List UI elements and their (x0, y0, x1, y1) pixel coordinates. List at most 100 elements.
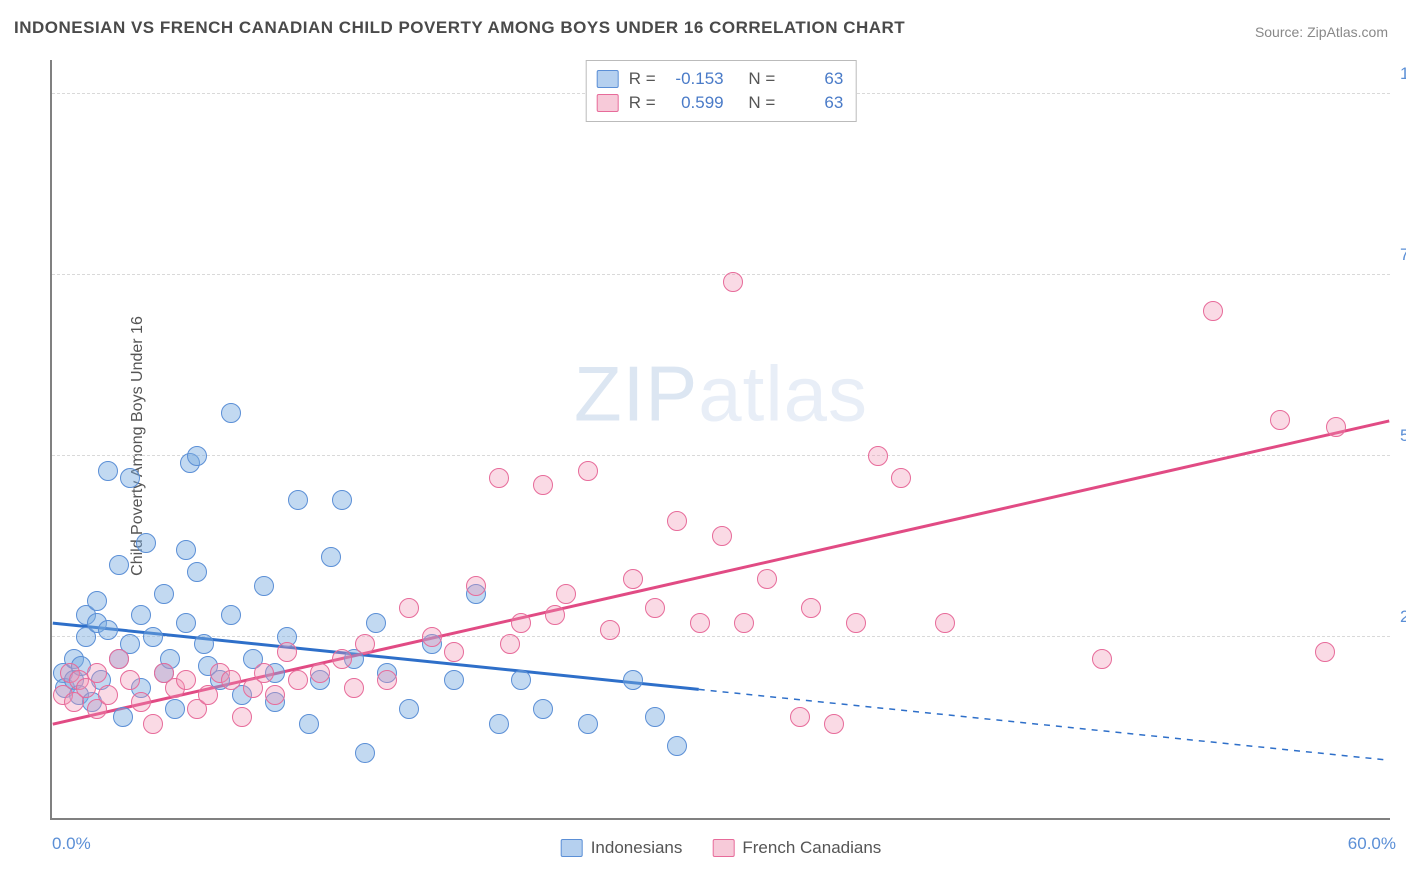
data-point (444, 670, 464, 690)
data-point (511, 613, 531, 633)
corr-row-french-canadians: R = 0.599 N = 63 (597, 91, 844, 115)
data-point (377, 670, 397, 690)
data-point (667, 736, 687, 756)
watermark: ZIPatlas (574, 348, 868, 439)
data-point (533, 699, 553, 719)
y-tick-label: 75.0% (1400, 245, 1406, 265)
data-point (500, 634, 520, 654)
y-tick-label: 50.0% (1400, 426, 1406, 446)
data-point (489, 468, 509, 488)
data-point (277, 642, 297, 662)
data-point (935, 613, 955, 633)
gridline (52, 636, 1390, 637)
data-point (868, 446, 888, 466)
data-point (757, 569, 777, 589)
data-point (109, 555, 129, 575)
data-point (366, 613, 386, 633)
data-point (98, 685, 118, 705)
correlation-legend: R = -0.153 N = 63 R = 0.599 N = 63 (586, 60, 857, 122)
data-point (1092, 649, 1112, 669)
data-point (143, 714, 163, 734)
x-tick-max: 60.0% (1348, 834, 1396, 854)
data-point (198, 685, 218, 705)
data-point (332, 649, 352, 669)
trend-lines (52, 60, 1390, 818)
swatch-icon (597, 94, 619, 112)
data-point (254, 663, 274, 683)
data-point (712, 526, 732, 546)
data-point (143, 627, 163, 647)
series-legend: Indonesians French Canadians (561, 838, 882, 858)
chart-title: INDONESIAN VS FRENCH CANADIAN CHILD POVE… (14, 18, 905, 38)
data-point (1315, 642, 1335, 662)
data-point (489, 714, 509, 734)
data-point (801, 598, 821, 618)
data-point (154, 584, 174, 604)
data-point (600, 620, 620, 640)
data-point (623, 670, 643, 690)
data-point (288, 670, 308, 690)
swatch-icon (561, 839, 583, 857)
data-point (332, 490, 352, 510)
data-point (667, 511, 687, 531)
data-point (176, 613, 196, 633)
data-point (533, 475, 553, 495)
data-point (355, 634, 375, 654)
data-point (265, 685, 285, 705)
data-point (690, 613, 710, 633)
data-point (98, 620, 118, 640)
data-point (109, 649, 129, 669)
data-point (891, 468, 911, 488)
data-point (846, 613, 866, 633)
data-point (176, 670, 196, 690)
data-point (645, 707, 665, 727)
data-point (399, 699, 419, 719)
legend-item-indonesians: Indonesians (561, 838, 683, 858)
data-point (355, 743, 375, 763)
data-point (1326, 417, 1346, 437)
data-point (98, 461, 118, 481)
data-point (734, 613, 754, 633)
data-point (321, 547, 341, 567)
data-point (131, 605, 151, 625)
gridline (52, 455, 1390, 456)
data-point (136, 533, 156, 553)
data-point (466, 576, 486, 596)
data-point (120, 468, 140, 488)
data-point (723, 272, 743, 292)
data-point (221, 605, 241, 625)
data-point (87, 591, 107, 611)
data-point (623, 569, 643, 589)
data-point (131, 692, 151, 712)
data-point (645, 598, 665, 618)
data-point (232, 707, 252, 727)
data-point (824, 714, 844, 734)
data-point (511, 670, 531, 690)
legend-item-french-canadians: French Canadians (712, 838, 881, 858)
data-point (187, 562, 207, 582)
source-label: Source: ZipAtlas.com (1255, 24, 1388, 40)
data-point (288, 490, 308, 510)
corr-row-indonesians: R = -0.153 N = 63 (597, 67, 844, 91)
swatch-icon (597, 70, 619, 88)
data-point (187, 446, 207, 466)
data-point (165, 699, 185, 719)
data-point (422, 627, 442, 647)
gridline (52, 274, 1390, 275)
data-point (399, 598, 419, 618)
plot-area: ZIPatlas R = -0.153 N = 63 R = 0.599 N =… (50, 60, 1390, 820)
data-point (1203, 301, 1223, 321)
y-tick-label: 25.0% (1400, 607, 1406, 627)
data-point (1270, 410, 1290, 430)
data-point (221, 670, 241, 690)
data-point (176, 540, 196, 560)
data-point (299, 714, 319, 734)
data-point (194, 634, 214, 654)
data-point (310, 663, 330, 683)
data-point (87, 663, 107, 683)
data-point (790, 707, 810, 727)
data-point (444, 642, 464, 662)
data-point (113, 707, 133, 727)
x-tick-min: 0.0% (52, 834, 91, 854)
data-point (221, 403, 241, 423)
